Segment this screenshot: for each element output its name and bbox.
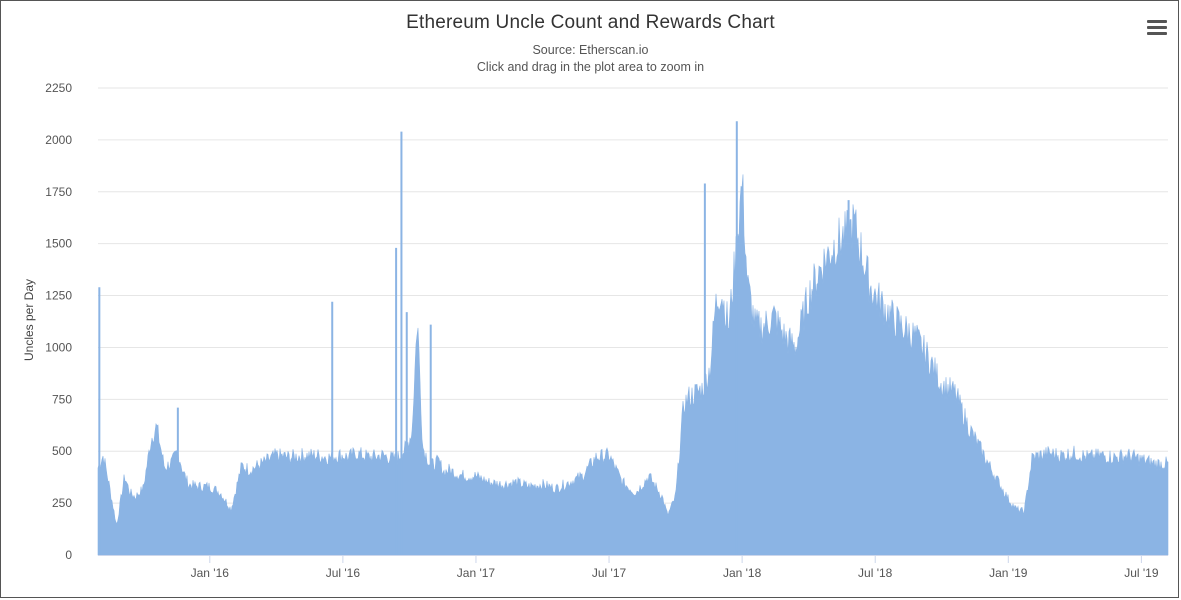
grid-lines (98, 87, 1168, 504)
x-tick-label: Jul '18 (858, 566, 893, 580)
series-uncles-per-day (97, 174, 1169, 556)
chart-subtitle: Source: Etherscan.io Click and drag in t… (0, 42, 1181, 76)
y-tick-label: 750 (52, 392, 72, 406)
subtitle-source: Source: Etherscan.io (532, 43, 649, 57)
y-tick-label: 1250 (45, 289, 72, 303)
y-tick-label: 500 (52, 444, 72, 458)
x-tick-label: Jan '19 (989, 566, 1028, 580)
x-tick-label: Jul '19 (1124, 566, 1159, 580)
x-tick-label: Jan '18 (723, 566, 762, 580)
y-axis: 0 250 500 750 1000 1250 1500 1750 2000 2250 (45, 81, 72, 562)
y-tick-label: 1000 (45, 340, 72, 354)
y-tick-label: 1500 (45, 237, 72, 251)
x-tick-label: Jul '16 (326, 566, 361, 580)
y-tick-label: 2250 (45, 81, 72, 95)
y-tick-label: 1750 (45, 185, 72, 199)
y-axis-title: Uncles per Day (22, 279, 36, 361)
y-tick-label: 0 (65, 548, 72, 562)
y-tick-label: 250 (52, 496, 72, 510)
x-tick-label: Jul '17 (592, 566, 627, 580)
chart-menu-button[interactable] (1147, 20, 1167, 38)
series-area (97, 121, 1169, 556)
menu-icon (1147, 20, 1167, 23)
subtitle-zoom-hint: Click and drag in the plot area to zoom … (476, 60, 705, 74)
y-tick-label: 2000 (45, 133, 72, 147)
chart-title: Ethereum Uncle Count and Rewards Chart (406, 12, 775, 33)
x-tick-label: Jan '16 (191, 566, 230, 580)
x-axis: Jan '16 Jul '16 Jan '17 Jul '17 Jan '18 Jul '… (98, 555, 1168, 580)
x-tick-label: Jan '17 (457, 566, 496, 580)
